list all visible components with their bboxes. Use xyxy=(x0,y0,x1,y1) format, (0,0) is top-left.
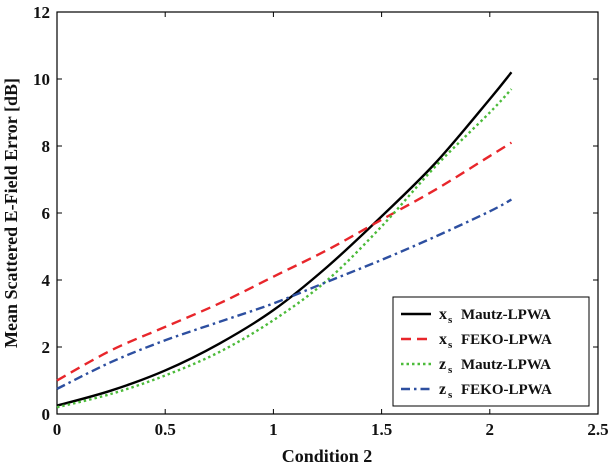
legend-variable: z xyxy=(439,356,446,373)
x-axis-title: Condition 2 xyxy=(282,446,373,466)
series-line-xs-mautz-lpwa xyxy=(56,71,513,407)
legend-subscript: s xyxy=(448,364,453,376)
y-tick-label: 0 xyxy=(42,405,51,424)
legend-variable: z xyxy=(439,381,446,398)
y-tick-label: 4 xyxy=(42,271,51,290)
legend-subscript: s xyxy=(448,389,453,401)
x-tick-label: 2 xyxy=(486,420,495,439)
y-axis-title: Mean Scattered E-Field Error [dB] xyxy=(1,78,21,348)
legend-label: Mautz-LPWA xyxy=(461,357,551,373)
series-line-zs-feko-lpwa xyxy=(56,198,513,390)
x-tick-label: 0.5 xyxy=(155,420,176,439)
y-tick-label: 2 xyxy=(42,338,51,357)
x-tick-label: 2.5 xyxy=(587,420,608,439)
y-tick-label: 8 xyxy=(42,137,51,156)
x-tick-label: 1 xyxy=(269,420,278,439)
series-line-zs-mautz-lpwa xyxy=(56,88,513,409)
legend-subscript: s xyxy=(448,339,453,351)
x-tick-label: 1.5 xyxy=(371,420,392,439)
legend-variable: x xyxy=(439,331,447,348)
series-group xyxy=(56,71,513,409)
legend-label: FEKO-LPWA xyxy=(461,332,552,348)
x-tick-label: 0 xyxy=(53,420,62,439)
legend-label: Mautz-LPWA xyxy=(461,307,551,323)
legend-variable: x xyxy=(439,306,447,323)
y-tick-label: 12 xyxy=(33,3,50,22)
legend-subscript: s xyxy=(448,314,453,326)
tick-group: 0 0.5 1 1.5 2 2.5 0 2 4 6 8 10 12 xyxy=(33,3,609,439)
y-tick-label: 6 xyxy=(42,204,51,223)
legend-label: FEKO-LPWA xyxy=(461,382,552,398)
y-tick-label: 10 xyxy=(33,70,50,89)
